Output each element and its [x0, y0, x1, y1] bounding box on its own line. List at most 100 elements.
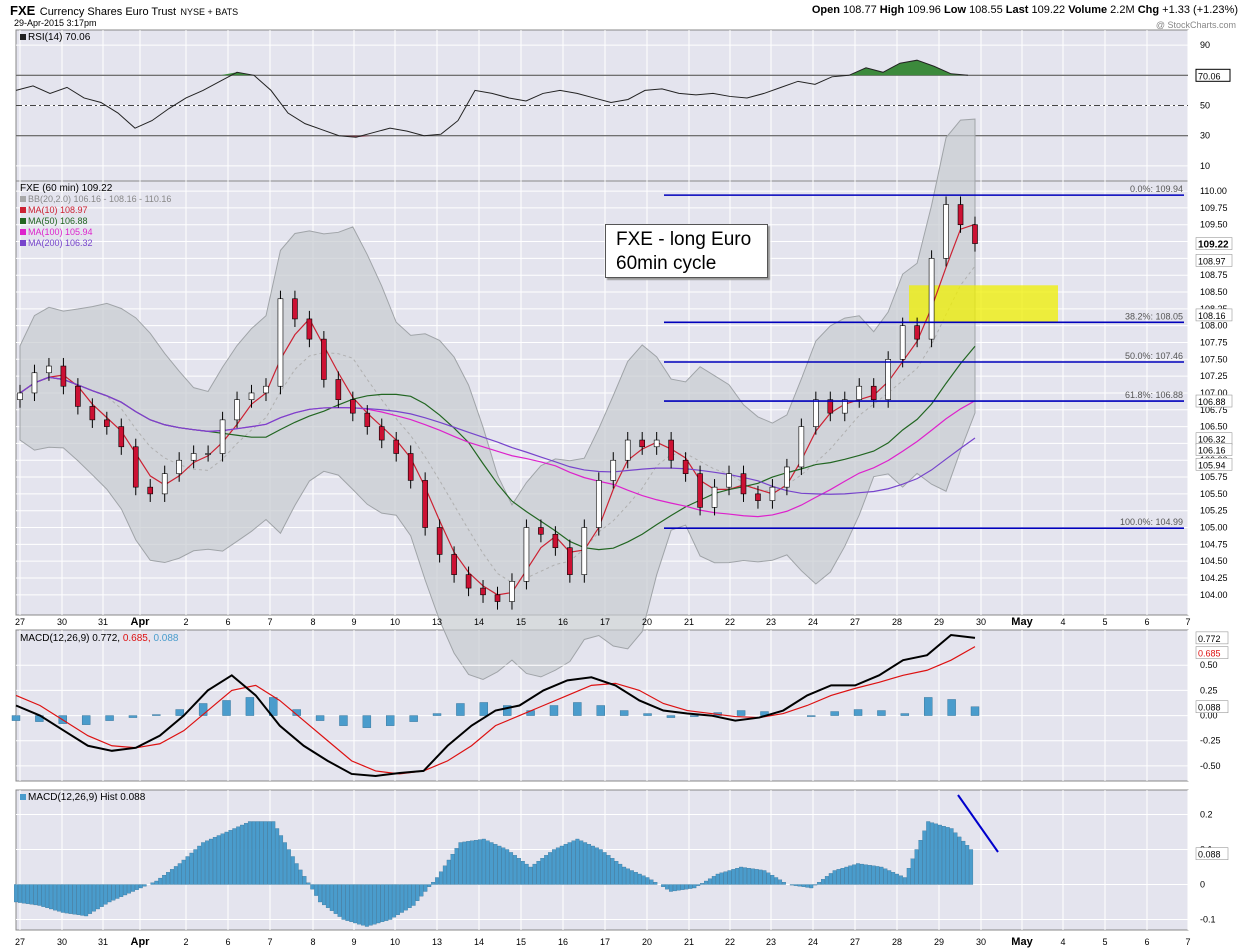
- candle-body: [928, 258, 935, 340]
- x-axis-label-bottom: 6: [225, 937, 230, 947]
- macd-tick-label: 0.50: [1200, 660, 1218, 670]
- x-axis-label: 22: [725, 617, 735, 627]
- macd-hist-bar: [198, 703, 208, 716]
- macd-hist-bar: [105, 715, 114, 721]
- macd-hist-bar: [502, 705, 512, 716]
- candle-body: [697, 473, 703, 508]
- price-tick-label: 104.50: [1200, 556, 1228, 566]
- hist-bar: [505, 849, 510, 885]
- hist-right-label: 0.088: [1198, 850, 1221, 860]
- hist-bar: [364, 884, 369, 927]
- candle-body: [813, 399, 819, 427]
- hist-bar: [438, 871, 443, 885]
- hist-bar: [743, 867, 747, 885]
- hist-bar: [641, 875, 646, 885]
- fib-label: 100.0%: 104.99: [1120, 517, 1183, 527]
- hist-bar: [594, 847, 599, 885]
- rsi-overbought-fill: [866, 67, 883, 76]
- hist-bar: [232, 828, 237, 885]
- hist-bar: [345, 884, 350, 921]
- hist-bar: [431, 882, 436, 885]
- macd-hist-bar: [830, 711, 839, 716]
- x-axis-label-bottom: 17: [600, 937, 610, 947]
- candle-body: [190, 453, 197, 461]
- hist-bar: [134, 884, 139, 890]
- hist-bar: [754, 869, 759, 885]
- hist-bar: [707, 878, 712, 885]
- hist-bar: [21, 884, 26, 904]
- candle-body: [726, 473, 732, 488]
- watermark: @ StockCharts.com: [1155, 20, 1236, 30]
- hist-bar: [735, 868, 740, 885]
- x-axis-label-bottom: 24: [808, 937, 818, 947]
- ma200-line: [19, 376, 976, 495]
- fib-label: 61.8%: 106.88: [1125, 390, 1183, 400]
- hist-bar: [224, 831, 229, 885]
- x-axis-label: 30: [57, 617, 67, 627]
- hist-bar: [107, 884, 112, 903]
- rsi-overbought-fill: [900, 60, 917, 76]
- hist-bar: [353, 884, 358, 924]
- price-right-label-box: [1195, 308, 1233, 322]
- x-axis-label: 10: [390, 617, 400, 627]
- hist-bar: [169, 869, 174, 885]
- candle-body: [292, 298, 298, 320]
- hist-bar: [411, 884, 416, 906]
- candle-body: [234, 399, 240, 421]
- hist-bar: [879, 866, 884, 885]
- price-tick-label: 106.75: [1200, 405, 1228, 415]
- candle-body: [147, 486, 154, 495]
- hist-bar: [415, 884, 420, 901]
- hist-bar: [142, 884, 147, 887]
- ohlc-summary: Open 108.77 High 109.96 Low 108.55 Last …: [812, 4, 1238, 16]
- price-tick-label: 107.25: [1200, 371, 1228, 381]
- hist-bar: [649, 879, 654, 885]
- price-tick-label: 105.00: [1200, 523, 1228, 533]
- hist-bar: [852, 864, 857, 885]
- hist-bar: [637, 873, 642, 885]
- candle-body: [567, 547, 573, 575]
- candle-body: [784, 466, 790, 488]
- hist-bar: [723, 871, 728, 885]
- hist-bar: [489, 842, 494, 885]
- hist-bar: [357, 884, 362, 925]
- candle-body: [972, 224, 978, 244]
- macd-hist-bar: [11, 715, 21, 721]
- hist-bar: [244, 823, 248, 885]
- candle-body: [899, 325, 906, 360]
- candle-body: [132, 446, 139, 488]
- hist-bar: [275, 828, 280, 885]
- hist-bar: [368, 884, 373, 926]
- macd-hist-bar: [152, 714, 161, 716]
- macd-hist-bar: [877, 710, 886, 716]
- hist-bar: [898, 875, 903, 885]
- candle-body: [176, 459, 182, 474]
- x-axis-label-bottom: 22: [725, 937, 735, 947]
- candle-body: [856, 385, 863, 400]
- rsi-overbought-fill: [883, 63, 900, 76]
- hist-bar: [883, 868, 888, 885]
- macd-hist-bar: [432, 713, 442, 716]
- hist-bar: [396, 884, 400, 915]
- x-axis-label: 20: [642, 617, 652, 627]
- hist-bar: [863, 864, 868, 885]
- price-legend-swatch: [20, 207, 26, 213]
- x-axis-label: 5: [1102, 617, 1107, 627]
- hist-bar: [957, 836, 962, 885]
- price-right-label-box: [1195, 457, 1233, 471]
- macd-hist-bar: [456, 703, 465, 716]
- hist-tick-label: -0.1: [1200, 915, 1216, 925]
- hist-bar: [376, 884, 381, 924]
- hist-bar: [322, 884, 326, 906]
- hist-bar: [208, 838, 213, 885]
- candle-body: [711, 486, 718, 508]
- hist-bar: [419, 884, 424, 897]
- hist-bar: [216, 835, 221, 885]
- hist-bar: [606, 855, 611, 885]
- candle-body: [378, 426, 385, 441]
- candle-body: [350, 399, 356, 414]
- x-axis-label: 4: [1060, 617, 1065, 627]
- hist-legend-swatch: [20, 794, 26, 800]
- hist-bar: [840, 868, 845, 885]
- hist-bar: [828, 873, 833, 885]
